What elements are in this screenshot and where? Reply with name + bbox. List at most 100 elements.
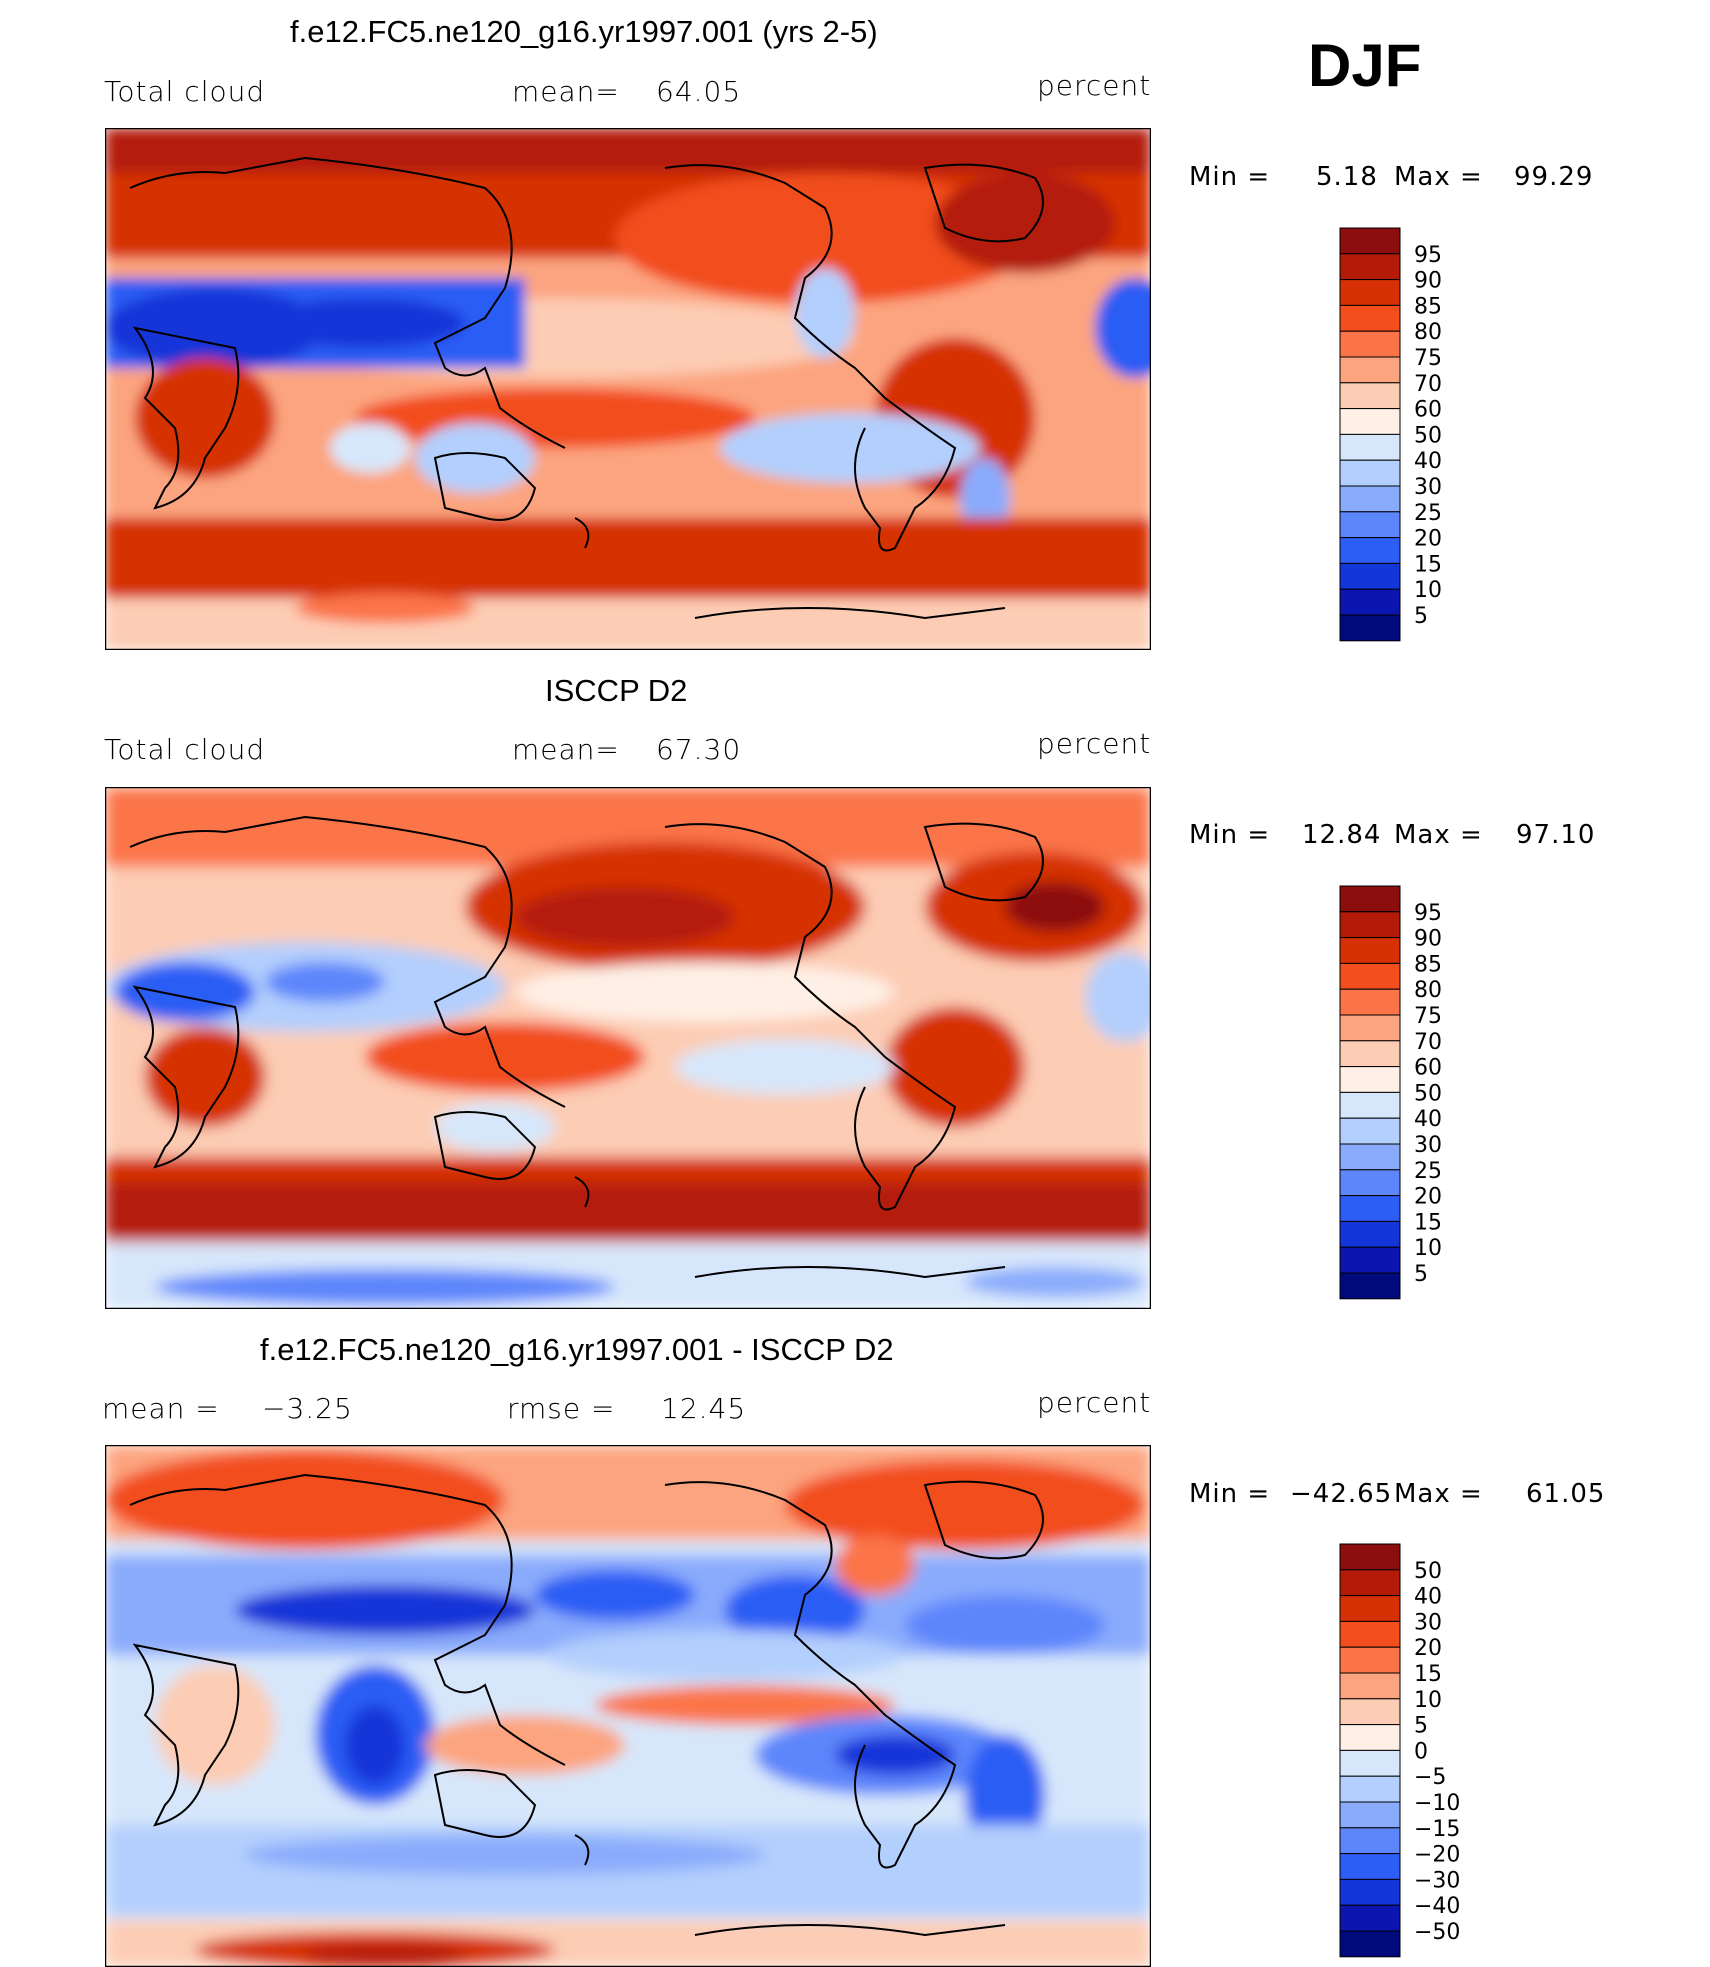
panel-2-min-value: 12.84 (1302, 820, 1382, 850)
panel-1-mean-label: mean= (512, 75, 620, 108)
colorbar-swatch (1339, 537, 1401, 564)
colorbar-tick-label: 95 (1414, 243, 1442, 268)
panel-3-min-value: −42.65 (1290, 1479, 1393, 1509)
colorbar-tick-label: −20 (1414, 1843, 1460, 1868)
colorbar-tick-label: −10 (1414, 1791, 1460, 1816)
colorbar-tick-label: 50 (1414, 1559, 1442, 1584)
colorbar-tick-label: 40 (1414, 1585, 1442, 1610)
colorbar-swatch (1339, 1246, 1401, 1274)
colorbar-tick-label: 0 (1414, 1739, 1428, 1764)
colorbar-tick-label: 80 (1414, 320, 1442, 345)
colorbar-swatch (1339, 1749, 1401, 1777)
colorbar-swatch (1339, 1904, 1401, 1932)
colorbar-swatch (1339, 1569, 1401, 1597)
colorbar-swatch (1339, 1066, 1401, 1093)
panel-3-map (105, 1445, 1151, 1967)
colorbar-swatch (1339, 382, 1401, 410)
panel-1-min-value: 5.18 (1316, 162, 1378, 192)
colorbar-swatch (1339, 1195, 1401, 1222)
colorbar-tick-label: 50 (1414, 423, 1442, 448)
colorbar-tick-label: 15 (1414, 552, 1442, 577)
colorbar-swatch (1339, 1117, 1401, 1145)
colorbar-swatch (1339, 1040, 1401, 1068)
colorbar-swatch (1339, 1801, 1401, 1829)
colorbar-tick-label: 5 (1414, 1262, 1428, 1287)
panel-3-max-label: Max = (1394, 1479, 1483, 1509)
colorbar-swatch (1339, 1853, 1401, 1880)
colorbar-tick-label: 15 (1414, 1210, 1442, 1235)
colorbar-swatch (1339, 588, 1401, 616)
colorbar-swatch (1339, 227, 1401, 255)
colorbar-swatch (1339, 279, 1401, 306)
colorbar-tick-label: 10 (1414, 1236, 1442, 1261)
colorbar-swatch (1339, 937, 1401, 964)
colorbar-tick-label: 70 (1414, 1030, 1442, 1055)
panel-3-mean-value: −3.25 (262, 1392, 353, 1425)
panel-2-variable-label: Total cloud (104, 733, 266, 766)
panel-2-max-label: Max = (1394, 820, 1483, 850)
colorbar-tick-label: 85 (1414, 952, 1442, 977)
colorbar-swatch (1339, 1014, 1401, 1042)
colorbar-swatch (1339, 1272, 1401, 1300)
colorbar-swatch (1339, 911, 1401, 939)
colorbar-swatch (1339, 1620, 1401, 1648)
colorbar-swatch (1339, 459, 1401, 487)
panel-1-units: percent (1037, 69, 1152, 102)
colorbar-tick-label: 90 (1414, 927, 1442, 952)
colorbar-swatch (1339, 1724, 1401, 1751)
colorbar-swatch (1339, 1672, 1401, 1700)
panel-3-max-value: 61.05 (1526, 1479, 1606, 1509)
colorbar-tick-label: 10 (1414, 578, 1442, 603)
panel-3-min-label: Min = (1189, 1479, 1271, 1509)
colorbar-swatch (1339, 253, 1401, 281)
colorbar-tick-label: 5 (1414, 1714, 1428, 1739)
colorbar-tick-label: 20 (1414, 527, 1442, 552)
colorbar-tick-label: 5 (1414, 604, 1428, 629)
colorbar-swatch (1339, 1646, 1401, 1674)
colorbar-swatch (1339, 614, 1401, 642)
colorbar-swatch (1339, 1698, 1401, 1726)
colorbar-tick-label: 30 (1414, 475, 1442, 500)
colorbar-tick-label: 20 (1414, 1185, 1442, 1210)
colorbar-tick-label: 40 (1414, 1107, 1442, 1132)
colorbar-tick-label: 85 (1414, 294, 1442, 319)
colorbar-tick-label: 30 (1414, 1610, 1442, 1635)
colorbar-tick-label: 40 (1414, 449, 1442, 474)
colorbar-swatch (1339, 1930, 1401, 1958)
colorbar-tick-label: −30 (1414, 1868, 1460, 1893)
colorbar-swatch (1339, 1169, 1401, 1197)
panel-1-variable-label: Total cloud (104, 75, 266, 108)
colorbar-swatch (1339, 330, 1401, 358)
panel-2-map (105, 787, 1151, 1309)
colorbar-swatch (1339, 356, 1401, 384)
colorbar-tick-label: 75 (1414, 346, 1442, 371)
colorbar-swatch (1339, 1543, 1401, 1571)
colorbar-tick-label: 20 (1414, 1636, 1442, 1661)
colorbar-tick-label: −50 (1414, 1920, 1460, 1945)
panel-2-max-value: 97.10 (1516, 820, 1596, 850)
colorbar-swatch (1339, 1827, 1401, 1855)
colorbar-tick-label: 90 (1414, 269, 1442, 294)
colorbar-swatch (1339, 408, 1401, 435)
panel-3-mean-label: mean = (102, 1392, 220, 1425)
panel-3-rmse-value: 12.45 (661, 1392, 747, 1425)
colorbar-tick-label: −15 (1414, 1817, 1460, 1842)
colorbar-swatch (1339, 433, 1401, 461)
colorbar-swatch (1339, 1595, 1401, 1622)
colorbar-tick-label: 50 (1414, 1081, 1442, 1106)
colorbar-swatch (1339, 304, 1401, 332)
colorbar-tick-label: 10 (1414, 1688, 1442, 1713)
panel-2-title: ISCCP D2 (545, 673, 688, 708)
panel-1-max-value: 99.29 (1514, 162, 1594, 192)
colorbar-swatch (1339, 562, 1401, 590)
colorbar-swatch (1339, 1775, 1401, 1803)
colorbar-swatch (1339, 485, 1401, 513)
colorbar-tick-label: 75 (1414, 1004, 1442, 1029)
panel-2-units: percent (1037, 727, 1152, 760)
panel-2-mean-value: 67.30 (656, 733, 742, 766)
panel-3-title: f.e12.FC5.ne120_g16.yr1997.001 - ISCCP D… (260, 1332, 894, 1367)
colorbar-tick-label: 25 (1414, 501, 1442, 526)
panel-3-rmse-label: rmse = (507, 1392, 616, 1425)
colorbar-tick-label: 80 (1414, 978, 1442, 1003)
